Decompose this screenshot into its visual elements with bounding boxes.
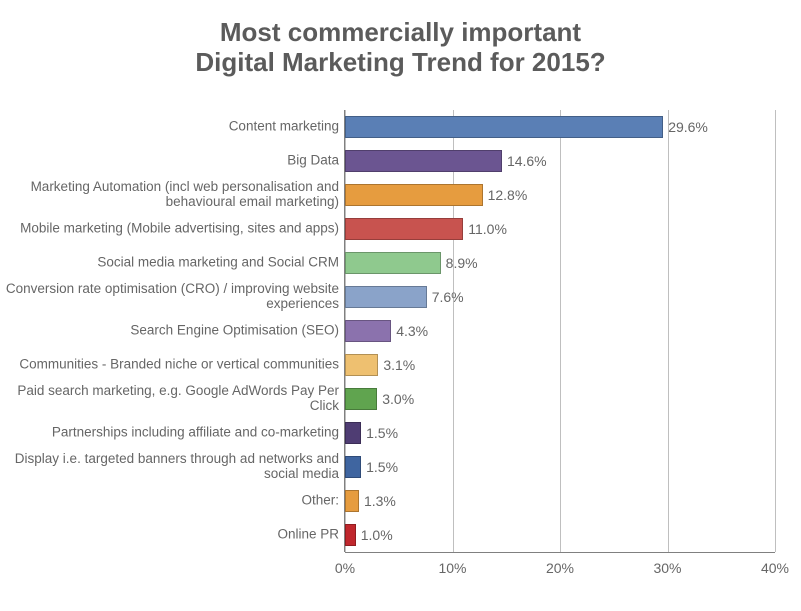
bar-row: Search Engine Optimisation (SEO)4.3% [0,320,775,342]
value-label: 1.3% [364,493,396,509]
value-label: 14.6% [507,153,547,169]
bar: 14.6% [345,150,502,172]
bar: 4.3% [345,320,391,342]
value-label: 7.6% [432,289,464,305]
category-label: Online PR [0,528,345,543]
x-tick-label: 40% [761,560,789,576]
category-label: Partnerships including affiliate and co-… [0,426,345,441]
bar: 7.6% [345,286,427,308]
category-label: Other: [0,494,345,509]
bar-row: Partnerships including affiliate and co-… [0,422,775,444]
chart-container: Most commercially important Digital Mark… [0,0,801,611]
bar: 1.5% [345,456,361,478]
x-tick-label: 10% [438,560,466,576]
x-axis-line [345,552,775,553]
category-label: Marketing Automation (incl web personali… [0,180,345,210]
bar-row: Big Data14.6% [0,150,775,172]
chart-title: Most commercially important Digital Mark… [0,0,801,78]
value-label: 3.1% [383,357,415,373]
bar: 11.0% [345,218,463,240]
bar: 8.9% [345,252,441,274]
bar-row: Other:1.3% [0,490,775,512]
bar-row: Social media marketing and Social CRM8.9… [0,252,775,274]
bar-row: Online PR1.0% [0,524,775,546]
x-axis: 0%10%20%30%40% [345,560,775,580]
value-label: 1.5% [366,425,398,441]
bar-row: Marketing Automation (incl web personali… [0,184,775,206]
category-label: Display i.e. targeted banners through ad… [0,452,345,482]
title-line-2: Digital Marketing Trend for 2015? [195,47,605,77]
value-label: 1.5% [366,459,398,475]
bar: 29.6% [345,116,663,138]
value-label: 29.6% [668,119,708,135]
bar: 3.1% [345,354,378,376]
bar: 1.0% [345,524,356,546]
title-line-1: Most commercially important [220,17,581,47]
bar-row: Communities - Branded niche or vertical … [0,354,775,376]
category-label: Conversion rate optimisation (CRO) / imp… [0,282,345,312]
value-label: 4.3% [396,323,428,339]
value-label: 11.0% [468,221,507,237]
category-label: Search Engine Optimisation (SEO) [0,324,345,339]
bar-row: Paid search marketing, e.g. Google AdWor… [0,388,775,410]
x-tick-label: 30% [653,560,681,576]
bar: 12.8% [345,184,483,206]
bar-row: Display i.e. targeted banners through ad… [0,456,775,478]
category-label: Communities - Branded niche or vertical … [0,358,345,373]
bar-row: Conversion rate optimisation (CRO) / imp… [0,286,775,308]
value-label: 12.8% [488,187,528,203]
value-label: 1.0% [361,527,393,543]
bar-row: Content marketing29.6% [0,116,775,138]
category-label: Content marketing [0,120,345,135]
value-label: 8.9% [446,255,478,271]
chart-plot: Content marketing29.6%Big Data14.6%Marke… [0,100,801,600]
category-label: Big Data [0,154,345,169]
x-tick-label: 0% [335,560,355,576]
category-label: Mobile marketing (Mobile advertising, si… [0,222,345,237]
bar-row: Mobile marketing (Mobile advertising, si… [0,218,775,240]
bar: 3.0% [345,388,377,410]
x-tick-label: 20% [546,560,574,576]
gridline [775,110,776,552]
category-label: Paid search marketing, e.g. Google AdWor… [0,384,345,414]
value-label: 3.0% [382,391,414,407]
bar-rows: Content marketing29.6%Big Data14.6%Marke… [0,110,775,552]
bar: 1.5% [345,422,361,444]
category-label: Social media marketing and Social CRM [0,256,345,271]
bar: 1.3% [345,490,359,512]
